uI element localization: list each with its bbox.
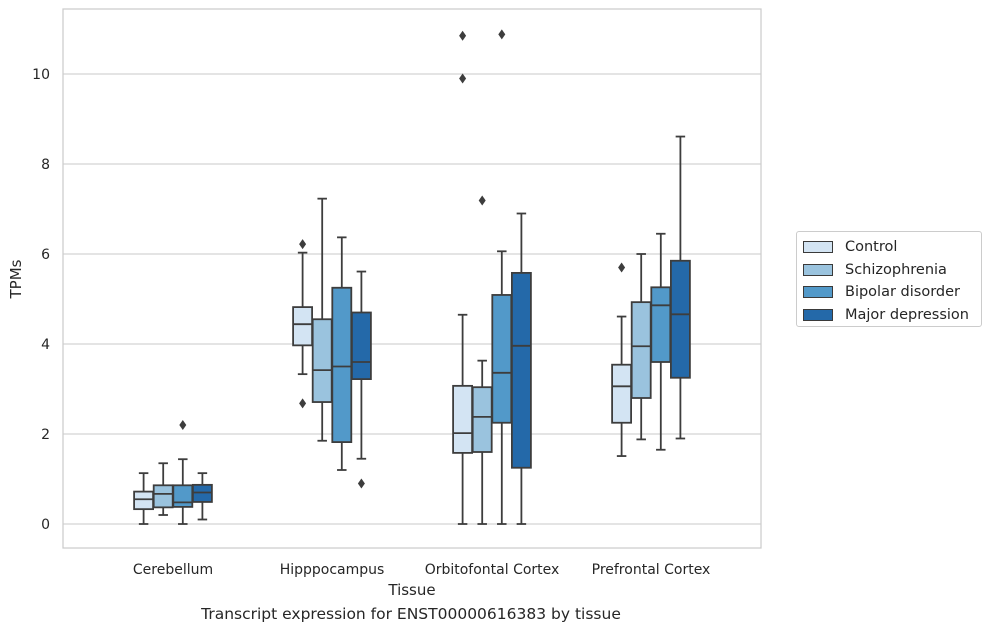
box-control <box>452 30 474 525</box>
box-major-depression <box>670 135 691 440</box>
legend-item: Schizophrenia <box>803 259 981 282</box>
box-bipolar-disorder <box>491 29 513 525</box>
plot-frame <box>62 8 762 549</box>
box-body <box>311 318 333 403</box>
gridlines <box>63 73 761 525</box>
box-control <box>611 262 632 457</box>
box-body <box>491 294 513 424</box>
box-schizophrenia <box>311 197 333 442</box>
outlier-point <box>299 398 307 409</box>
box-body <box>331 286 353 444</box>
box-bipolar-disorder <box>172 420 194 525</box>
outlier-point <box>357 478 365 489</box>
outlier-point <box>478 195 486 206</box>
box-body <box>611 363 632 424</box>
box-major-depression <box>191 472 213 521</box>
outlier-point <box>299 239 307 250</box>
y-tick-label: 6 <box>41 247 50 263</box>
legend-item: Control <box>803 236 981 259</box>
y-tick-label: 4 <box>41 337 50 353</box>
legend-label: Schizophrenia <box>845 261 947 278</box>
x-axis-label: Tissue <box>387 581 435 599</box>
box-body <box>191 483 213 503</box>
y-tick-label: 8 <box>41 157 50 173</box>
legend: Control Schizophrenia Bipolar disorder Majo… <box>796 231 982 327</box>
y-tick-label: 2 <box>41 427 50 443</box>
y-tick-label: 0 <box>41 517 50 533</box>
y-tick-labels: 0 2 4 6 8 10 <box>32 67 50 533</box>
box-body <box>133 490 155 511</box>
x-tick-labels: Cerebellum Hipppocampus Orbitofontal Corte… <box>133 562 710 578</box>
box-schizophrenia <box>152 462 174 516</box>
box-body <box>471 386 493 453</box>
y-axis-label: TPMs <box>7 259 25 299</box>
box-schizophrenia <box>471 195 493 525</box>
box-plots <box>133 29 691 525</box>
legend-swatch <box>803 241 833 254</box>
box-bipolar-disorder <box>650 232 672 451</box>
legend-swatch <box>803 286 833 299</box>
box-body <box>292 306 314 347</box>
box-major-depression <box>510 212 532 525</box>
x-tick-label: Hipppocampus <box>280 562 385 578</box>
legend-item: Major depression <box>803 304 981 327</box>
x-tick-label: Orbitofontal Cortex <box>425 562 560 578</box>
legend-label: Control <box>845 239 898 256</box>
box-body <box>152 484 174 509</box>
box-body <box>510 271 532 469</box>
outlier-point <box>459 73 467 84</box>
outlier-point <box>618 262 626 273</box>
outlier-point <box>459 30 467 41</box>
x-tick-label: Cerebellum <box>133 562 213 578</box>
box-bipolar-disorder <box>331 236 353 471</box>
box-body <box>650 286 672 363</box>
x-tick-label: Prefrontal Cortex <box>592 562 711 578</box>
box-major-depression <box>350 270 372 489</box>
legend-label: Bipolar disorder <box>845 284 960 301</box>
legend-item: Bipolar disorder <box>803 281 981 304</box>
box-control <box>133 472 155 525</box>
outlier-point <box>179 420 187 430</box>
box-body <box>670 259 691 379</box>
box-schizophrenia <box>630 253 652 441</box>
box-body <box>172 484 194 508</box>
box-body <box>630 301 652 399</box>
box-body <box>452 384 474 454</box>
y-tick-label: 10 <box>32 67 50 83</box>
legend-swatch <box>803 308 833 321</box>
chart-caption: Transcript expression for ENST0000061638… <box>201 605 621 623</box>
box-control <box>292 239 314 409</box>
box-body <box>350 311 372 380</box>
outlier-point <box>498 29 506 40</box>
legend-label: Major depression <box>845 306 969 323</box>
legend-swatch <box>803 263 833 276</box>
